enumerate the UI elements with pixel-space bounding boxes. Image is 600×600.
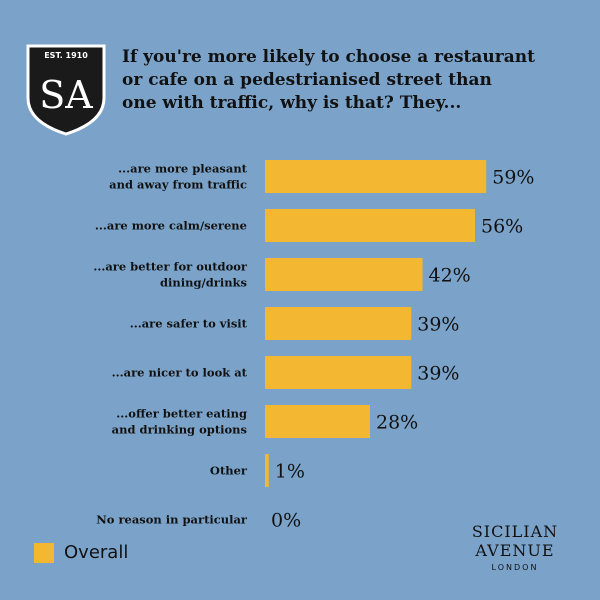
bar — [265, 405, 370, 438]
shield-shape — [26, 44, 106, 136]
value-label: 56% — [481, 216, 523, 238]
category-label: ...offer better eating and drinking optio… — [112, 407, 247, 437]
value-label: 39% — [417, 363, 459, 385]
brand-name-line2: AVENUE — [475, 541, 555, 560]
logo-est-text: EST. 1910 — [44, 51, 88, 60]
legend-label: Overall — [64, 542, 129, 563]
category-label: ...are more pleasant and away from traffi… — [109, 162, 248, 192]
value-label: 28% — [376, 412, 418, 434]
category-label: ...are nicer to look at — [112, 366, 248, 380]
brand-name-line1: SICILIAN — [471, 522, 559, 541]
value-label: 1% — [275, 461, 305, 483]
value-label: 42% — [429, 265, 471, 287]
category-label: ...are more calm/serene — [95, 219, 247, 233]
value-label: 39% — [417, 314, 459, 336]
legend: Overall — [34, 542, 128, 563]
category-label: No reason in particular — [96, 513, 248, 527]
brand-wordmark: SICILIAN AVENUE LONDON — [460, 522, 570, 572]
chart-title: If you're more likely to choose a restau… — [122, 47, 535, 113]
category-label: ...are safer to visit — [130, 317, 248, 331]
bar — [265, 258, 423, 291]
bar — [265, 209, 475, 242]
logo-shield: EST. 1910 SA — [26, 44, 106, 136]
bar-chart: ...are more pleasant and away from traffi… — [93, 160, 534, 532]
bar — [265, 160, 487, 193]
legend-swatch — [34, 542, 54, 563]
brand-city: LONDON — [491, 563, 539, 572]
logo-monogram: SA — [39, 73, 93, 117]
bar — [265, 356, 412, 389]
bar — [265, 454, 269, 487]
bar — [265, 307, 412, 340]
value-label: 59% — [492, 167, 534, 189]
category-label: ...are better for outdoor dining/drinks — [93, 260, 248, 290]
category-label: Other — [210, 464, 248, 478]
value-label: 0% — [271, 510, 301, 532]
